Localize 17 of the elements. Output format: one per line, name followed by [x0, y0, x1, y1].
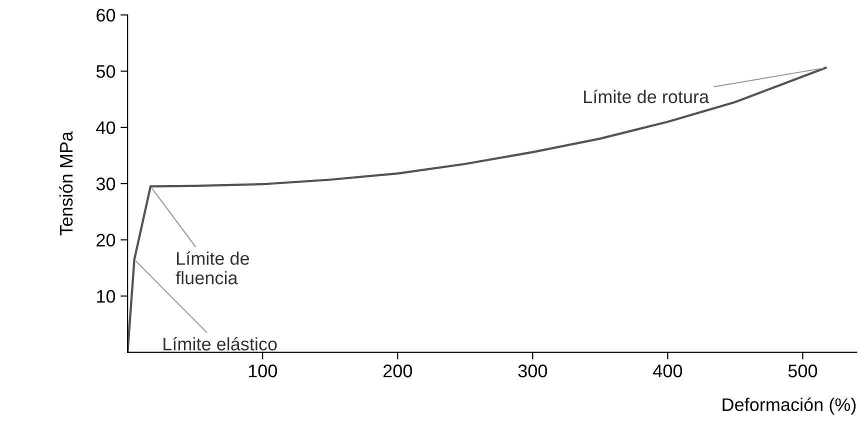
x-axis-title: Deformación (%) [722, 398, 856, 415]
y-tick-label: 20 [96, 234, 116, 247]
annotation: Límite elástico [164, 336, 277, 350]
x-tick-label: 500 [788, 364, 818, 378]
y-tick-label: 40 [96, 121, 116, 134]
y-axis-title: Tensión MPa [59, 131, 73, 236]
annotation: Límite de rotura [584, 90, 710, 104]
y-tick-label: 60 [96, 8, 116, 22]
y-tick-label: 50 [96, 65, 116, 78]
x-tick-label: 300 [518, 364, 548, 378]
x-tick-label: 400 [653, 364, 682, 378]
x-tick-label: 100 [248, 364, 277, 378]
y-tick-label: 30 [96, 178, 116, 190]
y-tick-label: 10 [97, 290, 116, 303]
x-tick-label: 200 [383, 364, 412, 378]
line-series [128, 66, 827, 352]
annotation: Límite de fluencia [176, 251, 250, 284]
